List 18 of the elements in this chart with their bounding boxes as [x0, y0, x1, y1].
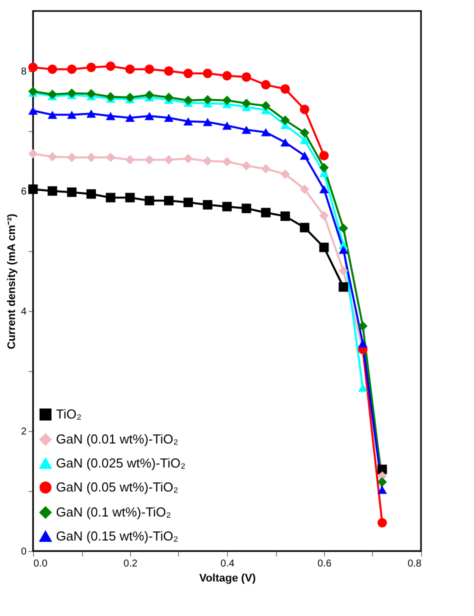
x-tick-label: 0.2 [124, 558, 138, 570]
legend-label: GaN (0.01 wt%)-TiO₂ [56, 432, 178, 446]
legend-label: TiO₂ [56, 406, 82, 422]
x-tick-label: 0.4 [220, 558, 235, 570]
legend-label: GaN (0.025 wt%)-TiO₂ [56, 456, 186, 470]
y-tick-label: 2 [20, 426, 27, 438]
legend-label: GaN (0.1 wt%)-TiO₂ [56, 504, 172, 520]
legend-label: GaN (0.15 wt%)-TiO₂ [56, 528, 178, 544]
x-tick-label: 0.8 [408, 558, 422, 570]
x-axis-title: Voltage (V) [199, 572, 256, 584]
y-tick-label: 8 [20, 66, 27, 78]
y-tick-label: 4 [20, 306, 27, 318]
y-tick-label: 6 [20, 186, 27, 198]
y-axis-title: Current density (mA cm⁻²) [6, 213, 18, 350]
y-tick-label: 0 [20, 546, 27, 558]
x-tick-label: 0.0 [34, 558, 48, 570]
legend-label: GaN (0.05 wt%)-TiO₂ [56, 480, 178, 494]
x-tick-label: 0.6 [318, 558, 332, 570]
